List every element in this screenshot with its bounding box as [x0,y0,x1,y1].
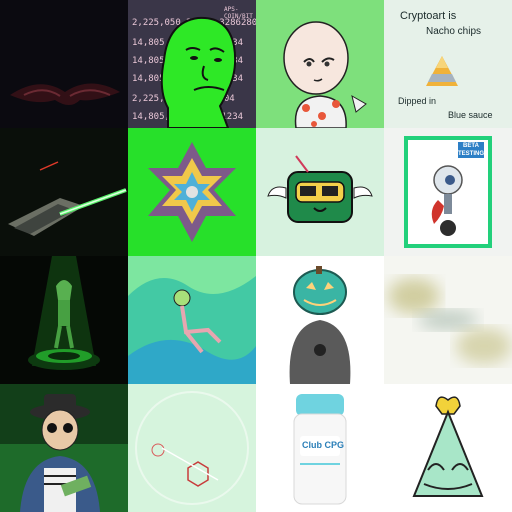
bald-character-illustration [256,0,384,128]
tile-blurry-abstract[interactable] [384,256,512,384]
faint-geometric-illustration [128,384,256,512]
brand-label: Club CPG [302,440,344,450]
tile-pumpkin-head-figure[interactable] [256,256,384,384]
caption-line-4: Blue sauce [448,110,493,120]
tile-kaleidoscope-star[interactable] [128,128,256,256]
nacho-chip-icon [426,56,458,86]
lounging-figure-illustration [128,256,256,384]
tile-faint-geometric[interactable] [128,384,256,512]
spaceship-illustration [0,128,128,256]
wojak-face-illustration [160,16,237,128]
tile-spaceship-laser[interactable] [0,128,128,256]
boombox-illustration [256,128,384,256]
tile-club-cpg-deodorant[interactable]: Club CPG [256,384,384,512]
tile-crowned-cone-character[interactable] [384,384,512,512]
kaleidoscope-star-illustration [128,128,256,256]
ticker-header: APS-COIN/BIT [224,6,253,20]
beta-badge: BETA TESTING [458,142,485,158]
ticker-row: 2,225,050,2210.32862804 [132,18,256,28]
cone-character-illustration [384,384,512,512]
caption-line-3: Dipped in [398,96,437,106]
tile-cartoon-bald-character[interactable] [256,0,384,128]
tile-flying-boombox[interactable] [256,128,384,256]
tile-glowing-alien-statue[interactable] [0,256,128,384]
pumpkin-head-illustration [256,256,384,384]
tile-wojak-ticker[interactable]: APS-COIN/BIT 2,225,050,2210.32862804 14,… [128,0,256,128]
tile-cryptoart-nacho[interactable]: Cryptoart is Nacho chips Dipped in Blue … [384,0,512,128]
tile-beta-card[interactable]: BETA TESTING [384,128,512,256]
caption-line-2: Nacho chips [426,26,482,37]
bat-creature-illustration [0,0,128,128]
caption-line-1: Cryptoart is [400,10,457,22]
blurry-abstract-illustration [384,256,512,384]
robot-illustration [431,165,463,236]
tile-abstract-lounging-figure[interactable] [128,256,256,384]
old-man-illustration [0,384,128,512]
tile-dark-bat-creature[interactable] [0,0,128,128]
tile-old-man-money[interactable] [0,384,128,512]
deodorant-illustration [256,384,384,512]
alien-statue-illustration [0,256,128,384]
beta-card-frame: BETA TESTING [404,136,492,248]
ticker-row: 14,805, 31234 [132,112,244,122]
